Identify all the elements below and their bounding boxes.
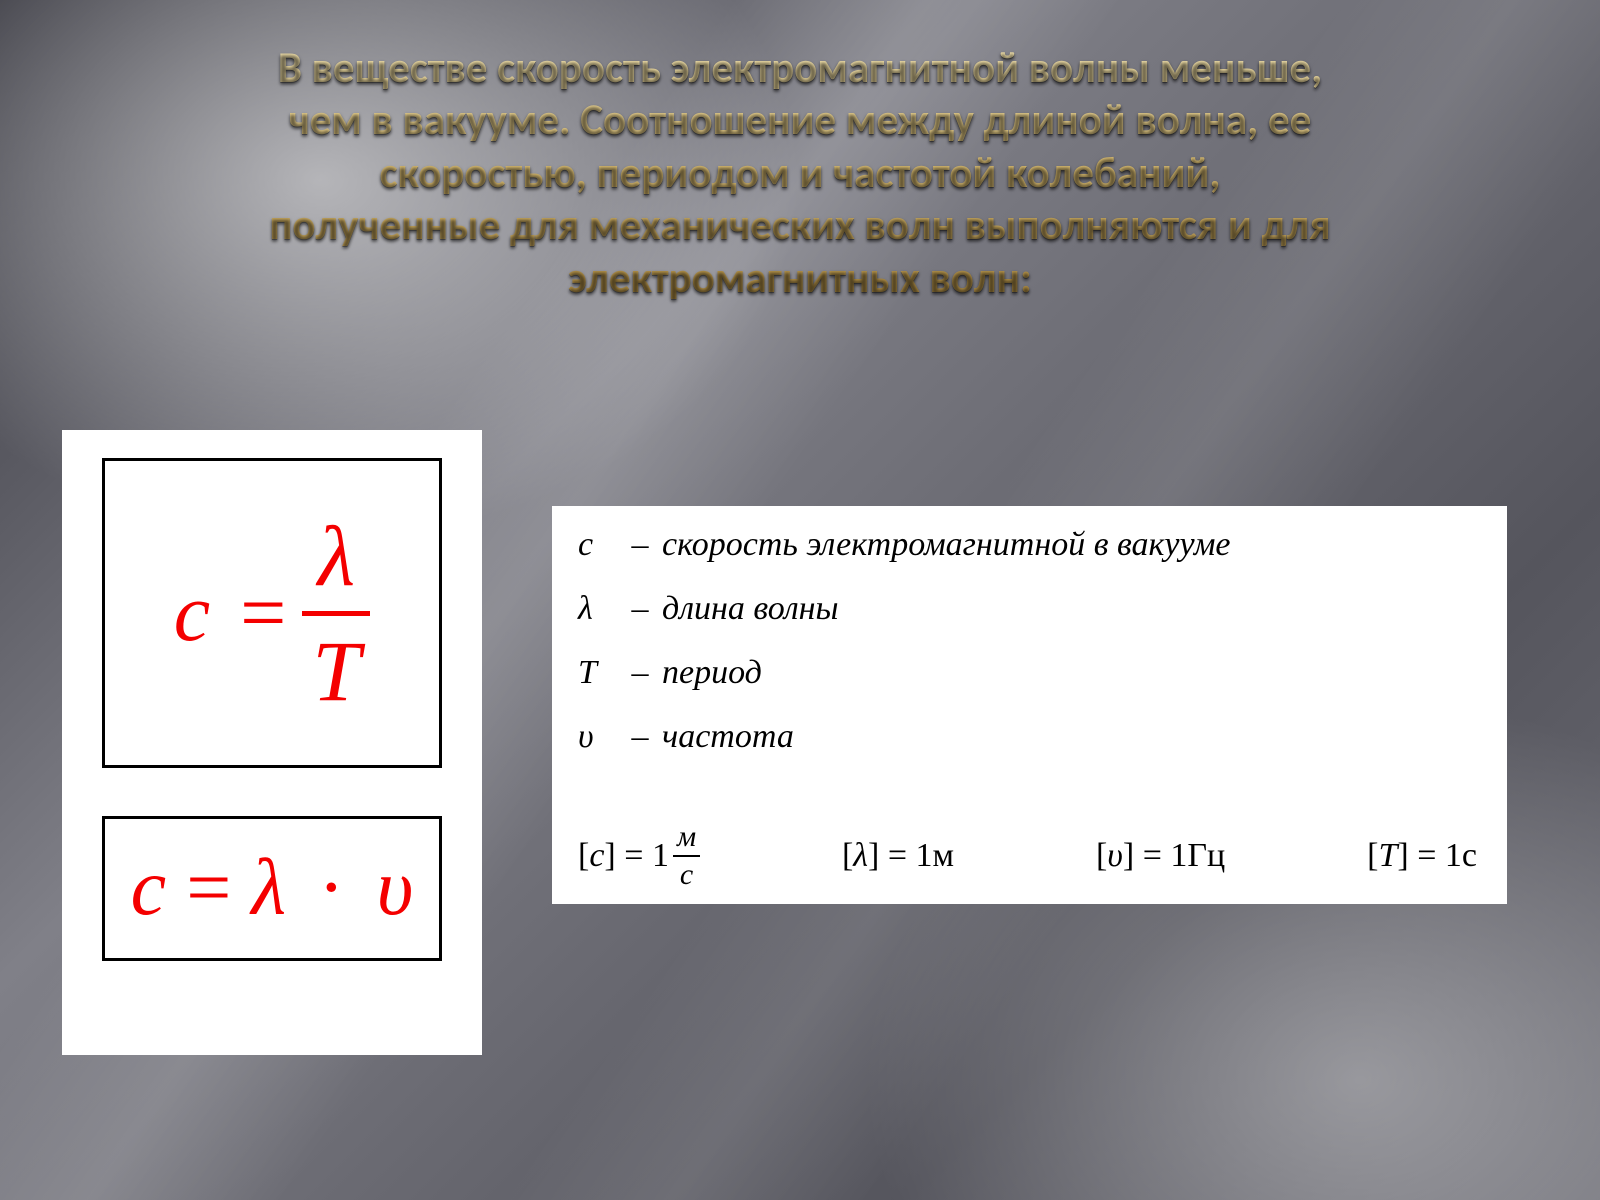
- formula-box-bottom: c = λ · υ: [102, 816, 442, 961]
- legend-symbol: c: [578, 526, 618, 564]
- title-line-4: полученные для механических волн выполня…: [269, 198, 1330, 251]
- legend-row-t: T – период: [578, 654, 1485, 692]
- title-line-5: электромагнитных волн:: [568, 251, 1032, 304]
- unit-t: [T] = 1с: [1367, 837, 1477, 875]
- formula-bottom-lhs: c: [131, 844, 167, 932]
- title-line-3: скоростью, периодом и частотой колебаний…: [380, 146, 1221, 199]
- formula-bottom-rhs1: λ: [251, 844, 286, 932]
- legend-text: скорость электромагнитной в вакууме: [662, 526, 1231, 564]
- legend-text: частота: [662, 718, 794, 756]
- formula-top-fraction: λ T: [302, 509, 370, 718]
- units-row: [c] = 1 м с [λ] = 1м [υ] = 1Гц [T] = 1с: [578, 822, 1485, 890]
- fraction-bar: [302, 611, 370, 616]
- legend-dash: –: [618, 654, 662, 692]
- equals-sign: =: [240, 566, 286, 660]
- formula-top-numerator: λ: [308, 509, 365, 603]
- formula-bottom-op: ·: [306, 844, 357, 932]
- unit-c: [c] = 1 м с: [578, 822, 700, 890]
- slide-title: В веществе скорость электромагнитной вол…: [40, 42, 1560, 304]
- formula-box-top: c = λ T: [102, 458, 442, 768]
- legend-symbol: υ: [578, 718, 618, 756]
- title-line-2: чем в вакууме. Соотношение между длиной …: [289, 93, 1311, 146]
- legend-dash: –: [618, 718, 662, 756]
- legend-row-lambda: λ – длина волны: [578, 590, 1485, 628]
- legend-text: период: [662, 654, 762, 692]
- legend-card: c – скорость электромагнитной в вакууме …: [552, 506, 1507, 904]
- legend-symbol: T: [578, 654, 618, 692]
- legend-row-c: c – скорость электромагнитной в вакууме: [578, 526, 1485, 564]
- legend-text: длина волны: [662, 590, 839, 628]
- unit-nu: [υ] = 1Гц: [1096, 837, 1225, 875]
- legend-list: c – скорость электромагнитной в вакууме …: [578, 526, 1485, 804]
- legend-row-nu: υ – частота: [578, 718, 1485, 756]
- formula-bottom-rhs2: υ: [377, 844, 414, 932]
- unit-lambda: [λ] = 1м: [842, 837, 954, 875]
- formula-top-lhs: c: [174, 566, 210, 660]
- legend-dash: –: [618, 526, 662, 564]
- title-line-1: В веществе скорость электромагнитной вол…: [278, 41, 1322, 94]
- unit-c-fraction: м с: [673, 822, 700, 890]
- formula-card: c = λ T c = λ · υ: [62, 430, 482, 1055]
- formula-top-denominator: T: [302, 624, 370, 718]
- formula-bottom-expr: c = λ · υ: [131, 843, 414, 934]
- legend-dash: –: [618, 590, 662, 628]
- legend-symbol: λ: [578, 590, 618, 628]
